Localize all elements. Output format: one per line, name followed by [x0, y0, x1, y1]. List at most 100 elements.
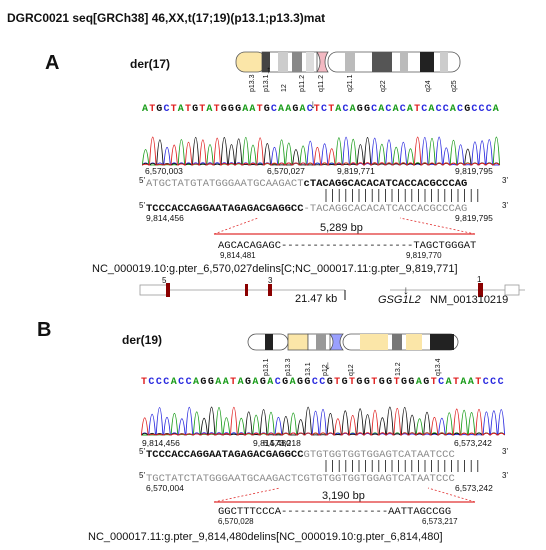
- trace-G: [141, 406, 505, 436]
- base-letter: G: [327, 377, 333, 388]
- trace-C: [142, 136, 500, 166]
- base-letter: A: [378, 104, 384, 115]
- base-letter: C: [479, 104, 485, 115]
- base-letter: A: [206, 104, 212, 115]
- coordinate: 6,570,027: [267, 166, 305, 176]
- base-letter: T: [171, 104, 177, 115]
- band-label: q22: [380, 80, 387, 92]
- base-letter: C: [438, 377, 444, 388]
- base-letter: T: [199, 104, 205, 115]
- base-letter: C: [319, 377, 325, 388]
- reference-line-1: ATGCTATGTATGGGAATGCAAGACTcTACAGGCACACATC…: [146, 178, 467, 190]
- gap-b-coord-right: 6,573,217: [422, 517, 458, 526]
- base-letter: A: [335, 104, 341, 115]
- base-letter: T: [349, 377, 355, 388]
- band-label: q21.1: [347, 74, 354, 92]
- base-letter: C: [164, 104, 170, 115]
- coordinate: 6,573,242: [454, 438, 492, 448]
- gene-arrow-icon: ↓: [403, 283, 409, 297]
- coordinate: 6,570,003: [145, 166, 183, 176]
- chromatogram-b-trace: [140, 406, 506, 436]
- base-letter: A: [300, 104, 306, 115]
- base-letter: T: [214, 104, 220, 115]
- base-letter: C: [443, 104, 449, 115]
- coordinate: 9,814,456: [146, 213, 184, 223]
- base-letter: A: [290, 377, 296, 388]
- base-letter: C: [307, 104, 313, 115]
- base-letter: C: [156, 377, 162, 388]
- gap-a-coord-right: 9,819,770: [406, 251, 442, 260]
- base-letter: C: [436, 104, 442, 115]
- base-letter: T: [257, 104, 263, 115]
- base-letter: G: [292, 104, 298, 115]
- base-letter: T: [141, 377, 147, 388]
- base-letter: G: [221, 104, 227, 115]
- base-letter: C: [457, 104, 463, 115]
- base-letter: A: [350, 104, 356, 115]
- panel-a-chrom-label: der(17): [130, 57, 170, 71]
- reference-line-1: TCCCACCAGGAATAGAGACGAGGCCGTGTGGTGGTGGAGT…: [146, 449, 455, 461]
- base-letter: A: [242, 104, 248, 115]
- base-letter: A: [142, 104, 148, 115]
- gap-b-coord-left: 6,570,028: [218, 517, 254, 526]
- prime-label: 3': [502, 176, 508, 185]
- base-letter: T: [314, 104, 320, 115]
- base-letter: T: [230, 377, 236, 388]
- base-letter: C: [163, 377, 169, 388]
- base-letter: A: [215, 377, 221, 388]
- base-letter: A: [493, 104, 499, 115]
- band-label: 12: [281, 84, 288, 92]
- base-letter: A: [249, 104, 255, 115]
- prime-label: 5': [139, 447, 145, 456]
- prime-label: 5': [139, 471, 145, 480]
- band-label: q25: [451, 80, 458, 92]
- coordinate: 6,570,004: [146, 483, 184, 493]
- band-label: q12: [348, 364, 355, 376]
- panel-b-reference: 5' TCCCACCAGGAATAGAGACGAGGCCGTGTGGTGGTGGA…: [139, 447, 508, 493]
- base-letter: C: [321, 104, 327, 115]
- base-letter: C: [371, 104, 377, 115]
- hgvs-b: NC_000017.11:g.pter_9,814,480delins[NC_0…: [88, 531, 443, 543]
- band-label: 13.2: [395, 362, 402, 376]
- panel-a-letter: A: [45, 52, 59, 74]
- base-letter: G: [260, 377, 266, 388]
- base-letter: G: [245, 377, 251, 388]
- base-letter: T: [371, 377, 377, 388]
- prime-label: 5': [139, 176, 145, 185]
- prime-label: 5': [139, 201, 145, 210]
- der19-ideogram: [247, 333, 459, 351]
- base-letter: G: [192, 104, 198, 115]
- base-letter: G: [401, 377, 407, 388]
- base-letter: C: [148, 377, 154, 388]
- trace-T: [140, 407, 505, 436]
- base-letter: A: [278, 104, 284, 115]
- base-letter: G: [297, 377, 303, 388]
- base-letter: A: [178, 104, 184, 115]
- base-letter: G: [228, 104, 234, 115]
- gap-a-seq: AGCACAGAGC---------------------TAGCTGGGA…: [218, 240, 476, 252]
- panel-b-gap: [213, 487, 476, 503]
- base-letter: A: [285, 104, 291, 115]
- gene-track: [139, 283, 525, 300]
- trace-G: [142, 137, 500, 166]
- base-letter: G: [342, 377, 348, 388]
- base-letter: C: [471, 104, 477, 115]
- gene-distance: 21.47 kb: [295, 293, 337, 305]
- base-letter: A: [238, 377, 244, 388]
- base-letter: A: [407, 104, 413, 115]
- base-letter: A: [393, 104, 399, 115]
- base-letter: C: [186, 377, 192, 388]
- base-letter: C: [385, 104, 391, 115]
- band-label: p13.3: [285, 358, 292, 376]
- der17-ideogram: [235, 51, 461, 73]
- base-letter: G: [386, 377, 392, 388]
- exon-label-2: 3: [268, 276, 273, 285]
- base-letter: C: [275, 377, 281, 388]
- coordinate: 6,573,242: [455, 483, 493, 493]
- base-letter: A: [428, 104, 434, 115]
- gap-a-coord-left: 9,814,481: [220, 251, 256, 260]
- band-label: p11.2: [299, 75, 306, 92]
- base-letter: G: [264, 104, 270, 115]
